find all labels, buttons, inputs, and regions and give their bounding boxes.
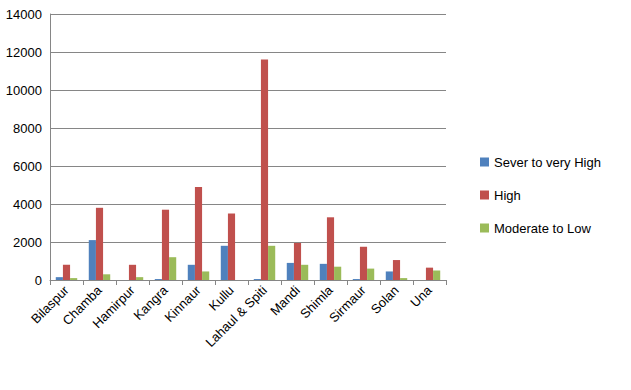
svg-text:6000: 6000	[13, 159, 42, 174]
svg-text:Bilaspur: Bilaspur	[28, 282, 72, 327]
svg-text:Chamba: Chamba	[59, 282, 105, 328]
svg-text:10000: 10000	[6, 83, 42, 98]
svg-text:Sirmaur: Sirmaur	[326, 282, 369, 325]
svg-text:14000: 14000	[6, 7, 42, 22]
svg-text:Mandi: Mandi	[267, 283, 303, 319]
svg-text:Kinnaur: Kinnaur	[162, 282, 205, 325]
svg-text:Solan: Solan	[368, 283, 402, 317]
svg-text:Lahaul & Spiti: Lahaul & Spiti	[203, 283, 270, 350]
svg-text:2000: 2000	[13, 235, 42, 250]
svg-text:Sever to very High: Sever to very High	[494, 155, 601, 170]
svg-text:4000: 4000	[13, 197, 42, 212]
svg-text:Shimla: Shimla	[297, 282, 336, 322]
svg-text:Kullu: Kullu	[205, 282, 237, 314]
svg-text:Moderate to Low: Moderate to Low	[494, 221, 591, 236]
svg-text:12000: 12000	[6, 45, 42, 60]
svg-text:Kangra: Kangra	[130, 282, 171, 323]
svg-text:Hamirpur: Hamirpur	[89, 282, 138, 331]
svg-text:Una: Una	[407, 282, 435, 310]
svg-text:High: High	[494, 188, 521, 203]
svg-text:0: 0	[35, 273, 42, 288]
svg-text:8000: 8000	[13, 121, 42, 136]
